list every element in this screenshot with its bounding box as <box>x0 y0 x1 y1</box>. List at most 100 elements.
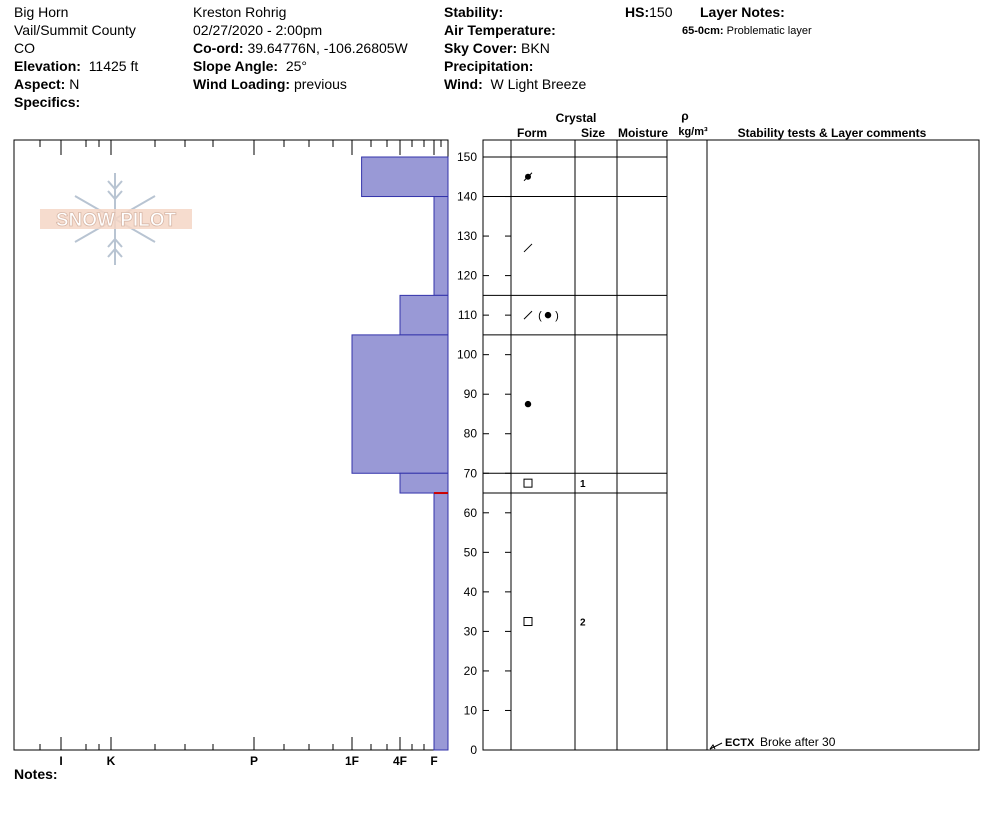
layer-notes-text: Problematic layer <box>726 25 812 37</box>
notes-row: Notes: <box>14 765 58 783</box>
location-state: CO <box>14 40 35 56</box>
stability-test-code: ECTX <box>725 737 755 749</box>
crystal-size-value: 1 <box>580 479 586 490</box>
hardness-layer-bar <box>399 294 449 336</box>
depth-label: 50 <box>464 545 478 559</box>
wind-label: Wind: <box>444 76 483 92</box>
crystal-form-entry <box>524 400 532 408</box>
crystal-forms: () 1 2 <box>523 172 586 629</box>
hardness-layer-bar <box>351 334 449 474</box>
coord-label: Co-ord: <box>193 40 244 56</box>
crystal-form-entry: () <box>523 310 559 322</box>
decomposing-fragment-icon <box>523 310 533 320</box>
secondary-form-paren-close: ) <box>555 310 559 322</box>
decomposing-fragment-icon <box>523 243 533 253</box>
hardness-layer-bar <box>399 472 449 494</box>
location-block: Big Horn Vail/Summit County CO Elevation… <box>14 3 138 111</box>
layer-notes-depth: 65-0cm: <box>682 25 724 37</box>
pointer-arrowhead-icon <box>709 744 716 750</box>
slope-label: Slope Angle: <box>193 58 279 74</box>
wind-loading-label: Wind Loading: <box>193 76 291 92</box>
profile-table-frame <box>482 139 980 751</box>
crystal-header: Crystal <box>556 111 597 125</box>
table-layer-rows <box>483 156 667 494</box>
logo-band <box>40 209 192 229</box>
air-temp-row: Air Temperature: <box>444 21 586 39</box>
hs-label: HS: <box>625 4 650 20</box>
hardness-layer-bar <box>433 196 449 296</box>
stability-label: Stability: <box>444 4 504 20</box>
wind-loading-value: previous <box>293 76 347 92</box>
hs-value: 150 <box>649 4 673 20</box>
depth-label: 0 <box>470 743 477 757</box>
hardness-label-p: P <box>250 754 258 768</box>
precip-row: Precipitation: <box>444 57 586 75</box>
aspect-label: Aspect: <box>14 76 66 92</box>
depth-label: 40 <box>464 585 478 599</box>
faceted-crystal-icon <box>523 478 533 488</box>
moisture-header: Moisture <box>618 126 668 140</box>
crystal-form-entry <box>523 243 533 253</box>
conditions-block: Stability: Air Temperature: Sky Cover: B… <box>444 3 586 93</box>
observation-block: Kreston Rohrig 02/27/2020 - 2:00pm Co-or… <box>193 3 408 93</box>
location-region: Vail/Summit County <box>14 22 136 38</box>
hardness-axis-labels: I K P 1F 4F F <box>59 754 437 768</box>
hardness-label-i: I <box>59 754 62 768</box>
rounded-grain-icon <box>544 311 552 319</box>
size-header: Size <box>581 126 605 140</box>
specifics-row: Specifics: <box>14 93 138 111</box>
crystal-form-entry: 1 <box>523 478 586 490</box>
logo-text: SNOW PILOT <box>56 210 177 231</box>
hardness-label-4f: 4F <box>393 754 407 768</box>
slope-row: Slope Angle: 25° <box>193 57 408 75</box>
depth-label: 10 <box>464 703 478 717</box>
form-header: Form <box>517 126 547 140</box>
stability-header: Stability tests & Layer comments <box>738 126 927 140</box>
stability-test-pointer <box>709 742 723 750</box>
slope-value: 25° <box>285 58 307 74</box>
sky-cover-label: Sky Cover: <box>444 40 518 56</box>
hardness-layer-bar <box>433 492 449 751</box>
faceted-crystal-icon <box>523 617 533 627</box>
hardness-layers <box>351 156 449 751</box>
aspect-value: N <box>69 76 80 92</box>
elevation-label: Elevation: <box>14 58 81 74</box>
depth-label: 100 <box>457 348 477 362</box>
depth-label: 30 <box>464 624 478 638</box>
coord-value: 39.64776N, -106.26805W <box>247 40 408 56</box>
wind-value: W Light Breeze <box>490 76 587 92</box>
wind-row: Wind: W Light Breeze <box>444 75 586 93</box>
air-temp-label: Air Temperature: <box>444 22 556 38</box>
coord-row: Co-ord: 39.64776N, -106.26805W <box>193 39 408 57</box>
depth-label: 130 <box>457 229 477 243</box>
depth-label: 120 <box>457 269 477 283</box>
layer-notes-title: Layer Notes: <box>700 4 785 20</box>
location-name: Big Horn <box>14 4 69 20</box>
rounded-grain-icon <box>524 400 532 408</box>
depth-label: 80 <box>464 427 478 441</box>
decomposing-fragment-icon <box>523 172 533 182</box>
depth-label: 140 <box>457 190 477 204</box>
depth-label: 150 <box>457 150 477 164</box>
depth-label: 20 <box>464 664 478 678</box>
sky-cover-value: BKN <box>521 40 550 56</box>
stability-tests: ECTX Broke after 30 <box>709 735 836 750</box>
observer-name: Kreston Rohrig <box>193 4 287 20</box>
hs-row: HS:150 <box>625 3 672 21</box>
sky-cover-row: Sky Cover: BKN <box>444 39 586 57</box>
elevation-value: 11425 ft <box>88 58 139 74</box>
stability-test-comment: Broke after 30 <box>760 735 836 749</box>
hardness-label-f: F <box>430 754 437 768</box>
hardness-label-1f: 1F <box>345 754 359 768</box>
notes-label: Notes: <box>14 766 58 782</box>
stability-row: Stability: <box>444 3 586 21</box>
elevation-row: Elevation: 11425 ft <box>14 57 138 75</box>
hardness-layer-bar <box>361 156 449 198</box>
crystal-form-entry <box>523 172 533 182</box>
density-unit-header: kg/m³ <box>678 126 708 138</box>
secondary-form-paren-open: ( <box>538 310 542 322</box>
aspect-row: Aspect: N <box>14 75 138 93</box>
depth-label: 70 <box>464 466 478 480</box>
hardness-label-k: K <box>107 754 116 768</box>
